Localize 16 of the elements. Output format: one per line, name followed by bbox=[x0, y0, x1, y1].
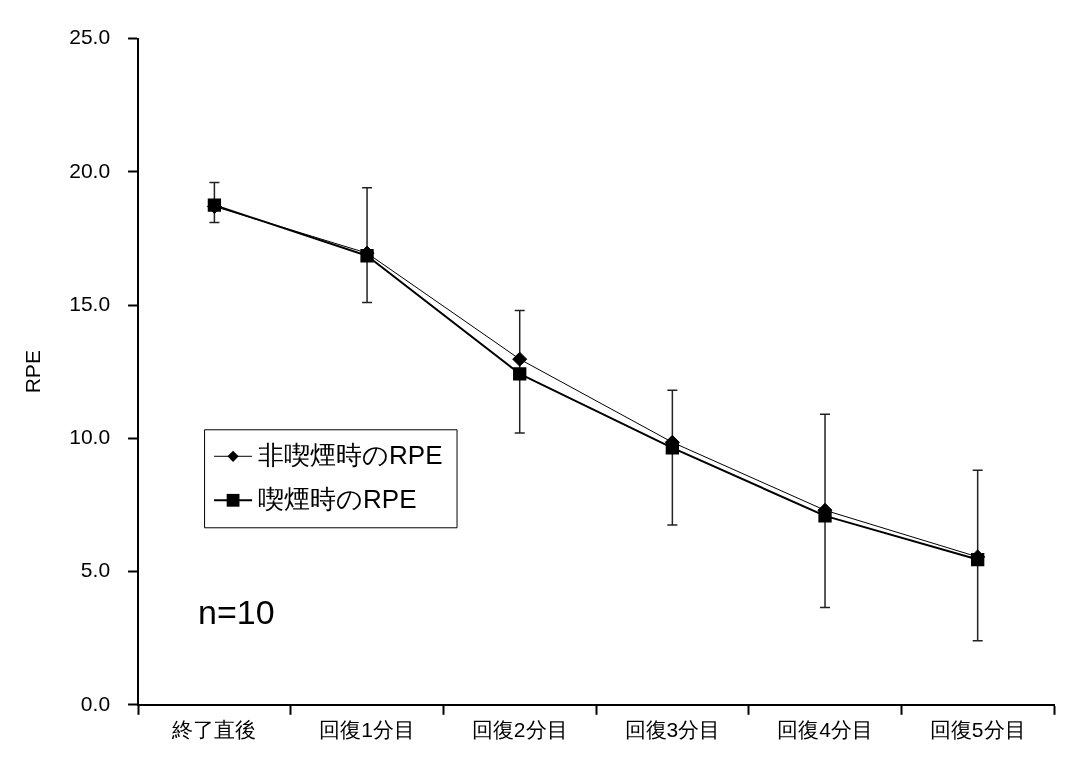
y-tick-label: 25.0 bbox=[69, 25, 111, 49]
y-axis-title: RPE bbox=[21, 350, 45, 394]
y-tick-label: 0.0 bbox=[80, 691, 111, 715]
x-tick-label: 回復4分目 bbox=[777, 718, 873, 742]
y-tick-label: 5.0 bbox=[80, 558, 111, 582]
y-tick-label: 10.0 bbox=[69, 425, 111, 449]
x-tick-label: 回復5分目 bbox=[929, 718, 1026, 742]
legend-label: 非喫煙時のRPE bbox=[258, 440, 443, 471]
x-tick-label: 終了直後 bbox=[171, 718, 257, 742]
x-tick-label: 回復3分目 bbox=[624, 718, 721, 742]
x-tick-label: 回復2分目 bbox=[471, 718, 568, 742]
annotation: n=10 bbox=[198, 593, 275, 632]
legend-label: 喫煙時のRPE bbox=[258, 484, 417, 515]
y-tick-label: 20.0 bbox=[69, 158, 111, 182]
y-tick-label: 15.0 bbox=[69, 291, 111, 315]
x-tick-label: 回復1分目 bbox=[319, 718, 415, 742]
